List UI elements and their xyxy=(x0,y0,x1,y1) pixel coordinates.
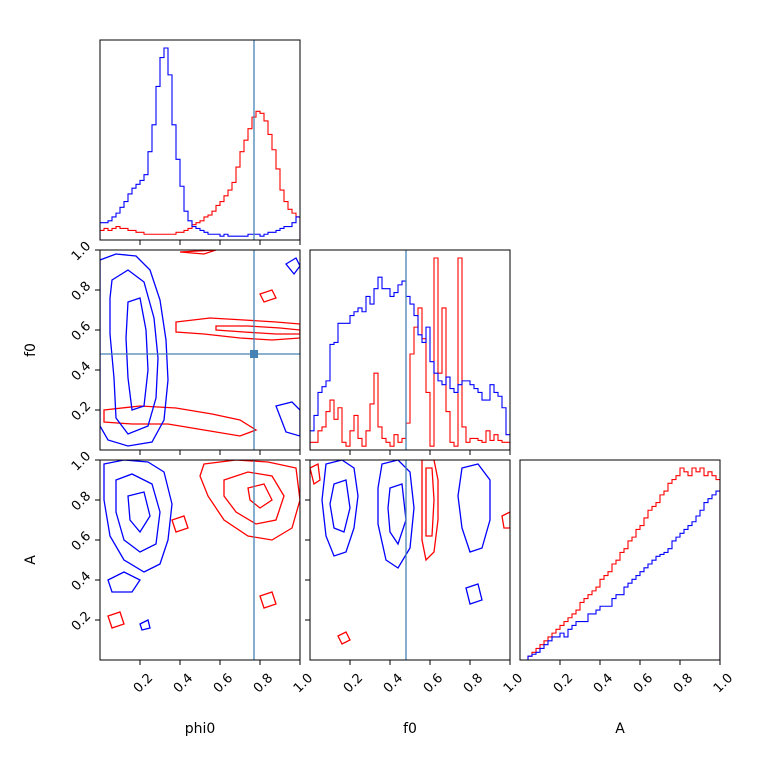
panel-f0-A-xtick-label: 0.6 xyxy=(421,671,446,696)
panel-phi0-A-ytick-label: 0.6 xyxy=(69,529,94,554)
histogram-phi0-series-b xyxy=(100,110,300,240)
contour-series-b xyxy=(103,405,258,437)
histogram-A-xtick-label: 0.2 xyxy=(551,671,576,696)
panel-phi0-f0-ytick-label: 0.8 xyxy=(69,279,94,304)
contour-series-a xyxy=(125,297,149,411)
panel-frame-f0 xyxy=(309,249,511,451)
histogram-f0-series-a xyxy=(310,276,510,450)
histogram-A-xtick-label: 0.6 xyxy=(631,671,656,696)
contour-series-b xyxy=(247,483,273,509)
contour-series-b xyxy=(501,511,510,529)
panel-frame-phi0-f0 xyxy=(99,249,301,451)
contour-series-a xyxy=(465,583,483,605)
panel-phi0-A-xtick-label: 1.0 xyxy=(291,671,316,696)
y-axis-label-f0: f0 xyxy=(23,343,39,357)
contour-series-a xyxy=(109,269,159,435)
contour-series-a xyxy=(275,401,300,437)
contour-series-a xyxy=(139,619,151,631)
contour-series-a xyxy=(100,253,169,447)
y-axis-label-A: A xyxy=(23,555,39,565)
histogram-phi0-series-a xyxy=(100,47,300,240)
contour-series-a xyxy=(103,460,173,573)
contour-series-b xyxy=(223,471,285,525)
panel-phi0-f0-ytick-label: 0.6 xyxy=(69,319,94,344)
contour-series-a xyxy=(329,479,351,533)
histogram-A-series-b xyxy=(520,467,720,660)
contour-series-a xyxy=(107,571,141,593)
panel-phi0-A-ytick-label: 0.8 xyxy=(69,489,94,514)
contour-series-b xyxy=(179,250,217,255)
contour-series-b xyxy=(337,631,351,645)
panel-phi0-f0-ytick-label: 0.4 xyxy=(69,359,94,384)
panel-phi0-A-xtick-label: 0.2 xyxy=(131,671,156,696)
panel-phi0-A-ytick-label: 1.0 xyxy=(69,449,94,474)
contour-series-a xyxy=(457,463,491,553)
contour-series-a xyxy=(127,491,151,534)
contours-f0-A xyxy=(310,460,510,645)
contour-series-b xyxy=(175,317,300,341)
x-axis-label-phi0: phi0 xyxy=(185,721,216,737)
contour-series-b xyxy=(259,289,277,303)
panel-phi0-f0-ytick-label: 1.0 xyxy=(69,239,94,264)
contour-series-b xyxy=(259,591,277,609)
histogram-A xyxy=(520,467,720,660)
contour-series-a xyxy=(321,460,359,557)
contour-series-b xyxy=(199,460,300,541)
panel-f0-A-xtick-label: 0.8 xyxy=(461,671,486,696)
contour-series-a xyxy=(387,483,407,546)
x-axis-label-f0: f0 xyxy=(403,721,417,737)
histogram-f0-series-b xyxy=(310,257,510,450)
panel-phi0-A-ytick-label: 0.4 xyxy=(69,569,94,594)
panel-f0-A-xtick-label: 0.4 xyxy=(381,671,406,696)
histogram-A-xtick-label: 0.8 xyxy=(671,671,696,696)
truth-marker xyxy=(250,350,258,358)
histogram-A-series-a xyxy=(520,490,720,660)
contours-phi0-f0 xyxy=(100,250,300,447)
panel-f0-A-xtick-label: 0.2 xyxy=(341,671,366,696)
panel-f0-A-xtick-label: 1.0 xyxy=(501,671,526,696)
histogram-A-xtick-label: 0.4 xyxy=(591,671,616,696)
histogram-f0 xyxy=(310,257,510,450)
panel-frame-phi0-A xyxy=(99,459,301,661)
panel-phi0-A-xtick-label: 0.4 xyxy=(171,671,196,696)
contour-series-a xyxy=(285,257,300,276)
x-axis-label-A: A xyxy=(615,721,625,737)
contour-series-b xyxy=(425,467,435,537)
panel-phi0-A-xtick-label: 0.8 xyxy=(251,671,276,696)
panel-phi0-A-ytick-label: 0.2 xyxy=(69,609,94,634)
contour-series-b xyxy=(310,463,321,486)
panel-frame-A xyxy=(519,459,721,661)
histogram-phi0 xyxy=(100,47,300,240)
panel-phi0-A-xtick-label: 0.6 xyxy=(211,671,236,696)
contour-series-a xyxy=(115,473,161,553)
histogram-A-xtick-label: 1.0 xyxy=(711,671,736,696)
contours-phi0-A xyxy=(103,460,300,631)
panel-phi0-f0-ytick-label: 0.2 xyxy=(69,399,94,424)
panel-frame-phi0 xyxy=(99,39,301,241)
contour-series-b xyxy=(421,460,439,562)
contour-series-b xyxy=(215,325,300,335)
contour-series-b xyxy=(107,611,125,629)
panel-frame-f0-A xyxy=(309,459,511,661)
contour-series-b xyxy=(171,515,189,533)
contour-series-a xyxy=(377,460,415,569)
